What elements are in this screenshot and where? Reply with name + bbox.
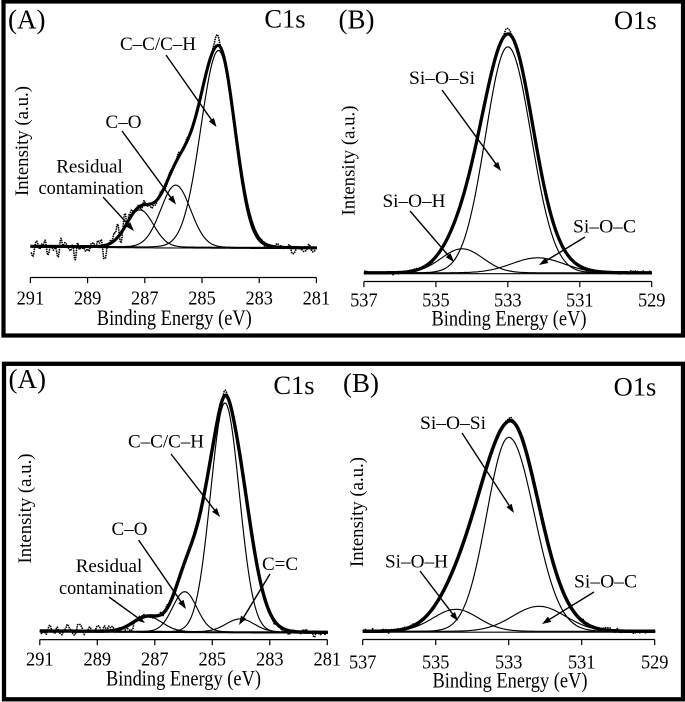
svg-text:Binding Energy (eV): Binding Energy (eV): [432, 306, 587, 331]
svg-text:531: 531: [566, 290, 594, 312]
svg-text:287: 287: [141, 649, 169, 671]
svg-text:291: 291: [17, 288, 45, 310]
svg-text:531: 531: [568, 652, 596, 674]
svg-text:(A): (A): [9, 364, 46, 394]
svg-text:(A): (A): [8, 5, 45, 35]
svg-text:contamination: contamination: [39, 178, 144, 199]
svg-text:contamination: contamination: [59, 578, 163, 599]
svg-text:289: 289: [84, 649, 112, 671]
svg-text:(B): (B): [343, 368, 379, 398]
svg-text:289: 289: [74, 288, 102, 310]
svg-text:287: 287: [131, 288, 159, 310]
svg-text:C–C/C–H: C–C/C–H: [128, 432, 204, 453]
svg-text:Si–O–Si: Si–O–Si: [409, 68, 475, 89]
svg-text:C1s: C1s: [273, 370, 314, 400]
svg-text:O1s: O1s: [614, 372, 657, 402]
svg-text:Intensity (a.u.): Intensity (a.u.): [339, 106, 360, 216]
svg-text:535: 535: [422, 652, 450, 674]
svg-text:Binding Energy (eV): Binding Energy (eV): [97, 305, 252, 330]
svg-text:C–C/C–H: C–C/C–H: [120, 34, 196, 55]
svg-text:529: 529: [641, 652, 669, 674]
svg-text:285: 285: [188, 288, 216, 310]
svg-text:(B): (B): [339, 5, 375, 35]
svg-text:535: 535: [422, 290, 450, 312]
svg-text:537: 537: [349, 652, 377, 674]
svg-text:Binding Energy (eV): Binding Energy (eV): [433, 668, 588, 693]
svg-text:Residual: Residual: [76, 556, 143, 577]
svg-text:Intensity (a.u.): Intensity (a.u.): [12, 86, 33, 196]
svg-text:291: 291: [26, 649, 54, 671]
svg-text:285: 285: [199, 649, 227, 671]
svg-text:537: 537: [350, 290, 378, 312]
svg-text:C–O: C–O: [112, 519, 148, 540]
svg-text:Si–O–H: Si–O–H: [383, 191, 446, 212]
svg-text:283: 283: [245, 288, 273, 310]
svg-text:Si–O–Si: Si–O–Si: [420, 413, 486, 434]
svg-text:Residual: Residual: [56, 157, 123, 178]
svg-text:Si–O–H: Si–O–H: [385, 552, 448, 573]
svg-text:281: 281: [303, 288, 331, 310]
svg-text:533: 533: [494, 290, 522, 312]
svg-text:283: 283: [256, 649, 284, 671]
svg-text:O1s: O1s: [614, 5, 657, 35]
svg-text:Intensity (a.u.): Intensity (a.u.): [347, 457, 368, 567]
svg-text:C1s: C1s: [264, 4, 305, 34]
svg-text:529: 529: [638, 290, 666, 312]
svg-text:Intensity (a.u.): Intensity (a.u.): [15, 454, 36, 564]
svg-text:533: 533: [495, 652, 523, 674]
svg-text:C=C: C=C: [262, 554, 298, 575]
svg-text:Binding Energy (eV): Binding Energy (eV): [106, 666, 261, 691]
svg-text:Si–O–C: Si–O–C: [573, 217, 636, 238]
svg-text:C–O: C–O: [106, 112, 142, 133]
svg-text:Si–O–C: Si–O–C: [574, 572, 637, 593]
svg-text:281: 281: [314, 649, 342, 671]
